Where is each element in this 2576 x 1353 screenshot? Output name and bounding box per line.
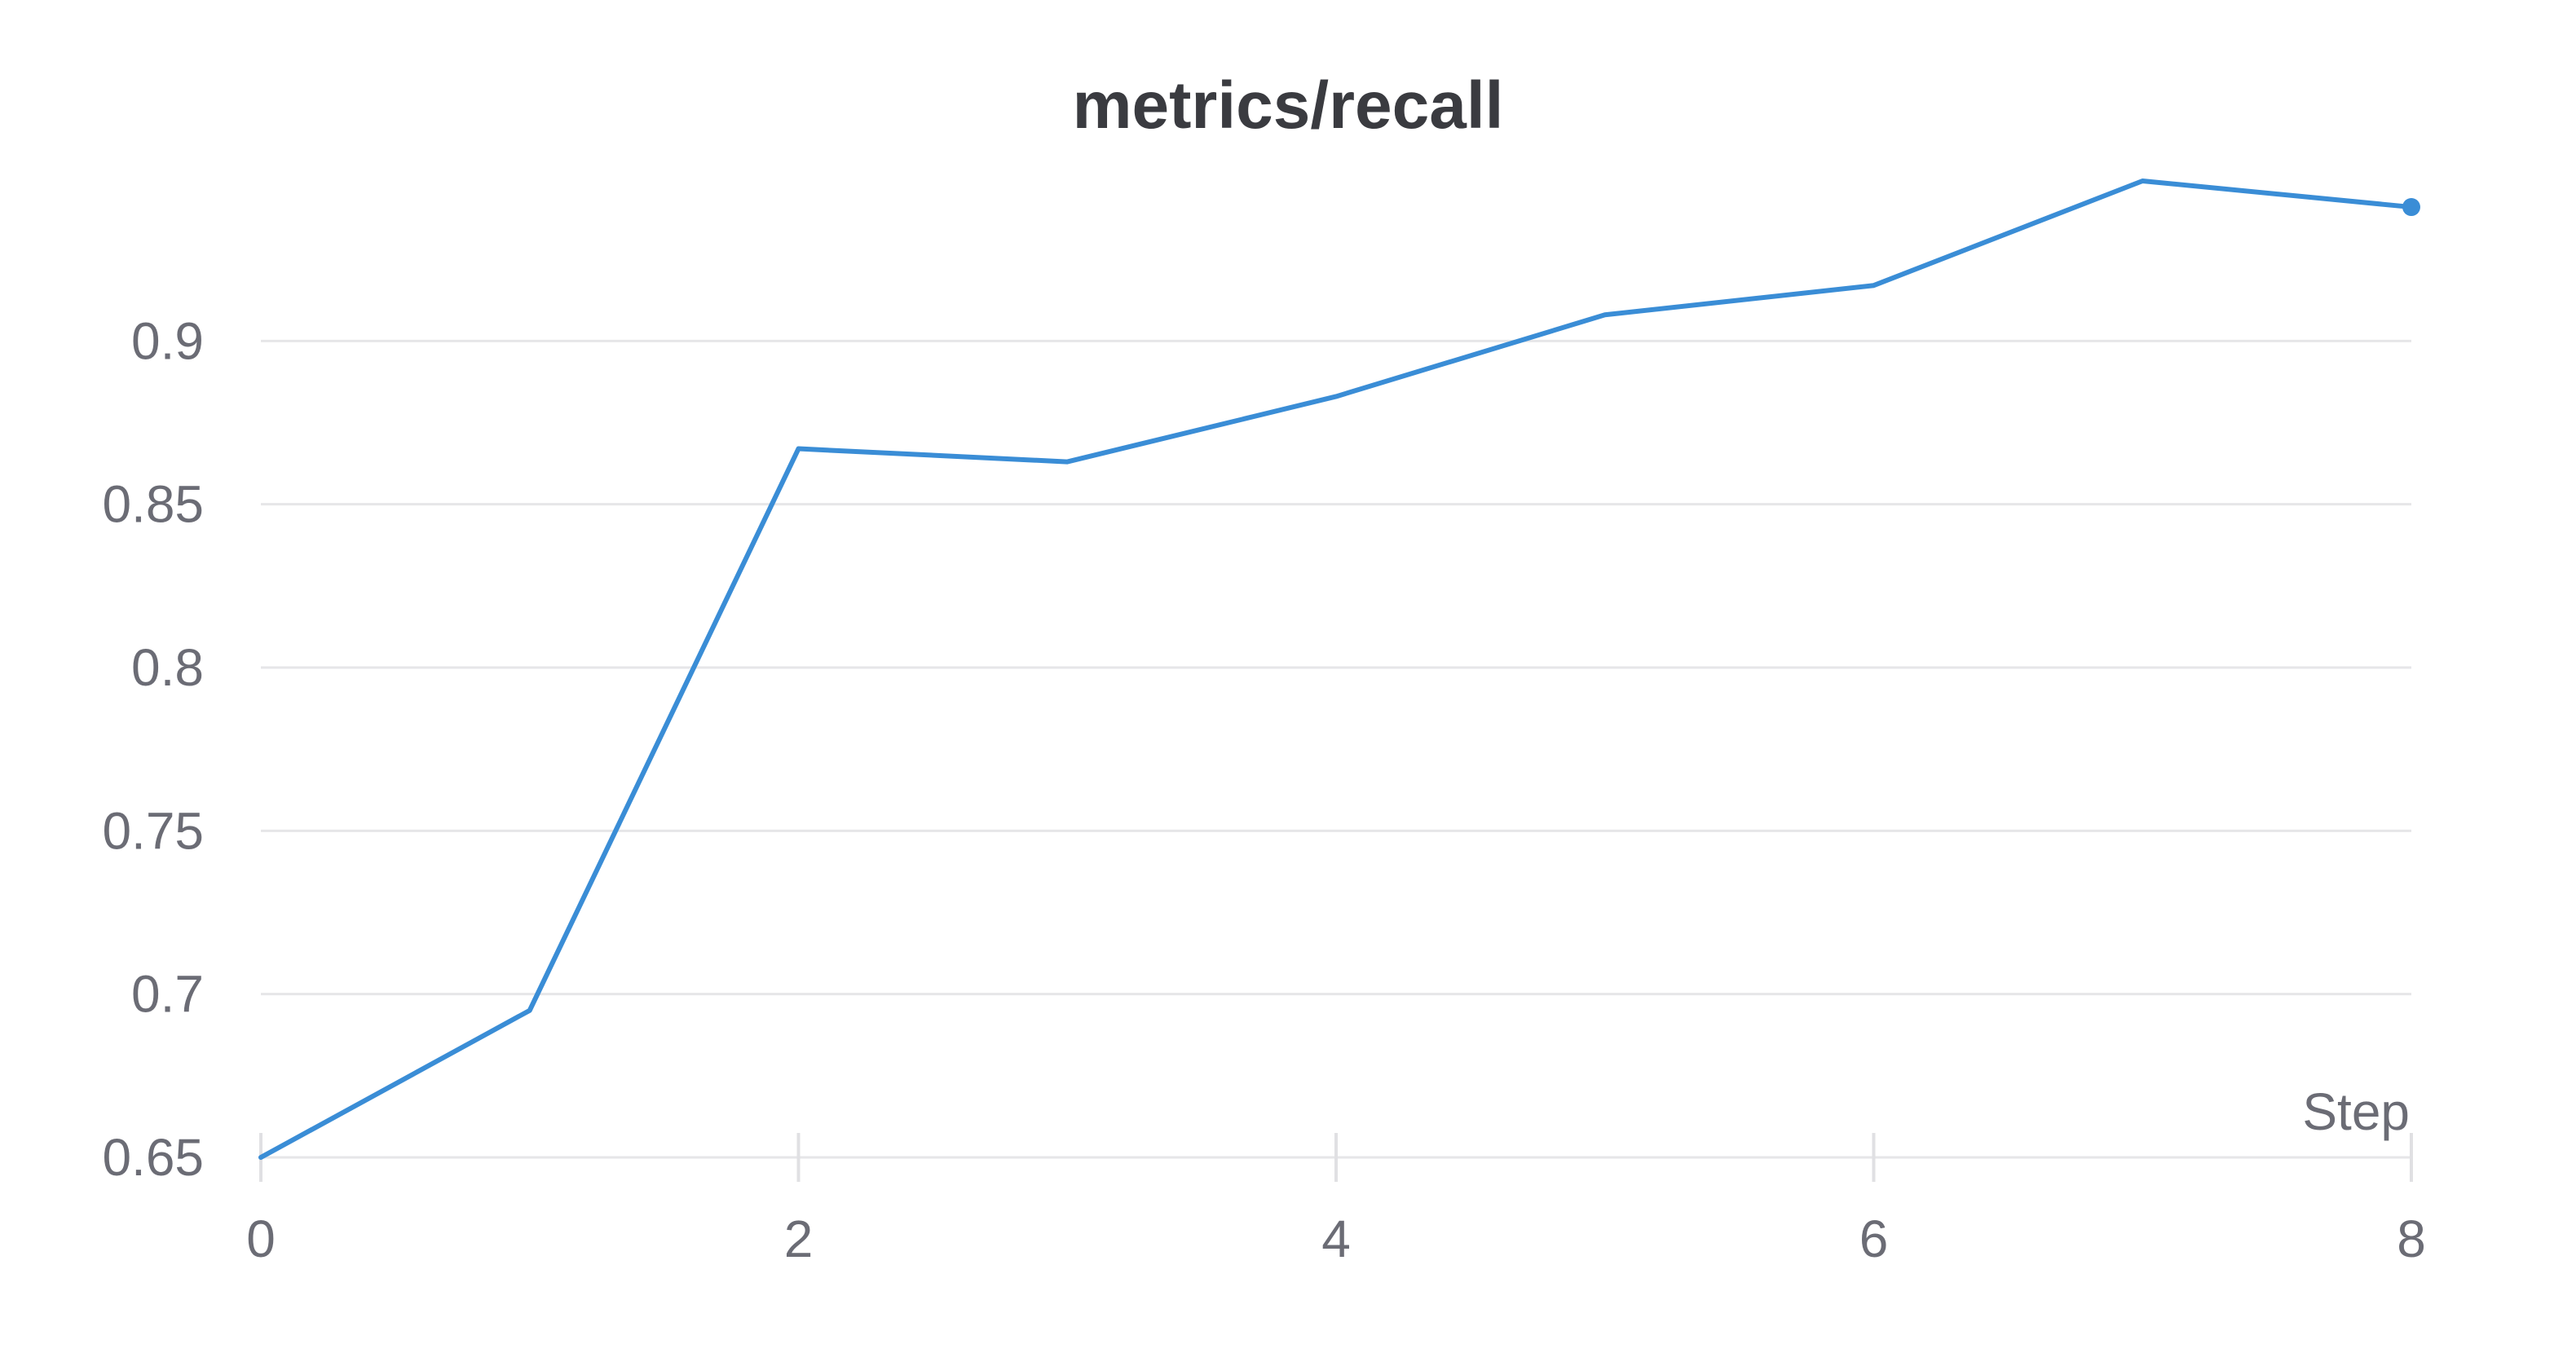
grid-lines <box>261 339 2411 1159</box>
y-tick-label: 0.9 <box>131 311 204 370</box>
x-tick-label: 8 <box>2397 1210 2426 1268</box>
y-tick-label: 0.65 <box>102 1128 204 1187</box>
chart-title: metrics/recall <box>1073 68 1504 143</box>
x-axis-label: Step <box>2302 1082 2410 1141</box>
y-tick-label: 0.7 <box>131 965 204 1024</box>
series-line <box>258 178 2414 1160</box>
x-tick-label: 0 <box>246 1210 276 1268</box>
x-tick-label: 6 <box>1859 1210 1889 1268</box>
y-tick-label: 0.75 <box>102 801 204 860</box>
x-axis-tick-labels: 0 2 4 6 8 <box>246 1210 2426 1268</box>
last-point-marker <box>2402 198 2420 217</box>
x-tick-label: 4 <box>1321 1210 1351 1268</box>
x-tick-label: 2 <box>784 1210 814 1268</box>
y-tick-label: 0.8 <box>131 638 204 697</box>
series-group <box>258 178 2420 1160</box>
y-tick-label: 0.85 <box>102 475 204 534</box>
y-axis-tick-labels: 0.65 0.7 0.75 0.8 0.85 0.9 <box>102 311 204 1187</box>
